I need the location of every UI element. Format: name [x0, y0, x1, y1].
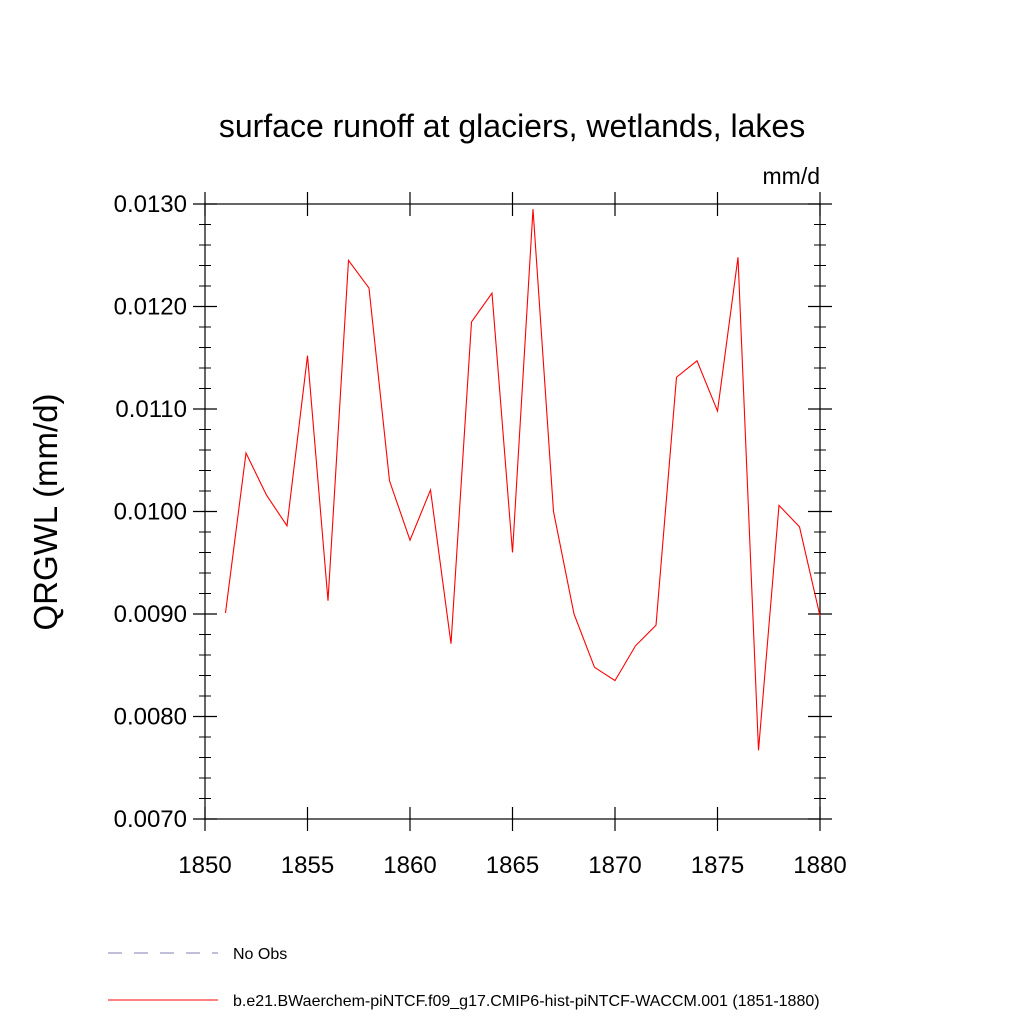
units-label: mm/d: [763, 163, 821, 189]
series-layer: [224, 209, 821, 751]
x-tick-label: 1850: [178, 852, 231, 879]
x-tick-labels: 1850 1855 1860 1865 1870 1875 1880: [178, 852, 846, 879]
y-tick-labels: 0.0070 0.0080 0.0090 0.0100 0.0110 0.0120 0.01…: [114, 191, 187, 833]
x-tick-label: 1875: [691, 852, 744, 879]
series-line: [224, 209, 821, 751]
x-tick-label: 1870: [588, 852, 641, 879]
legend: No Obs b.e21.BWaerchem-piNTCF.f09_g17.CM…: [108, 946, 820, 1010]
x-tick-label: 1865: [486, 852, 539, 879]
y-tick-label: 0.0090: [114, 601, 187, 628]
x-tick-label: 1880: [793, 852, 846, 879]
x-tick-label: 1855: [281, 852, 334, 879]
y-tick-label: 0.0120: [114, 294, 187, 321]
plot-frame: [204, 203, 821, 820]
legend-label-no-obs: No Obs: [233, 946, 287, 963]
y-tick-label: 0.0080: [114, 704, 187, 731]
y-tick-label: 0.0130: [114, 191, 187, 218]
y-axis-label: QRGWL (mm/d): [27, 393, 64, 630]
axis-ticks: [193, 192, 832, 831]
y-tick-label: 0.0110: [115, 396, 187, 423]
chart-title: surface runoff at glaciers, wetlands, la…: [219, 108, 805, 144]
x-tick-label: 1860: [383, 852, 436, 879]
y-tick-label: 0.0100: [114, 499, 187, 526]
legend-label-model-run: b.e21.BWaerchem-piNTCF.f09_g17.CMIP6-his…: [233, 993, 820, 1010]
y-tick-label: 0.0070: [114, 806, 187, 833]
